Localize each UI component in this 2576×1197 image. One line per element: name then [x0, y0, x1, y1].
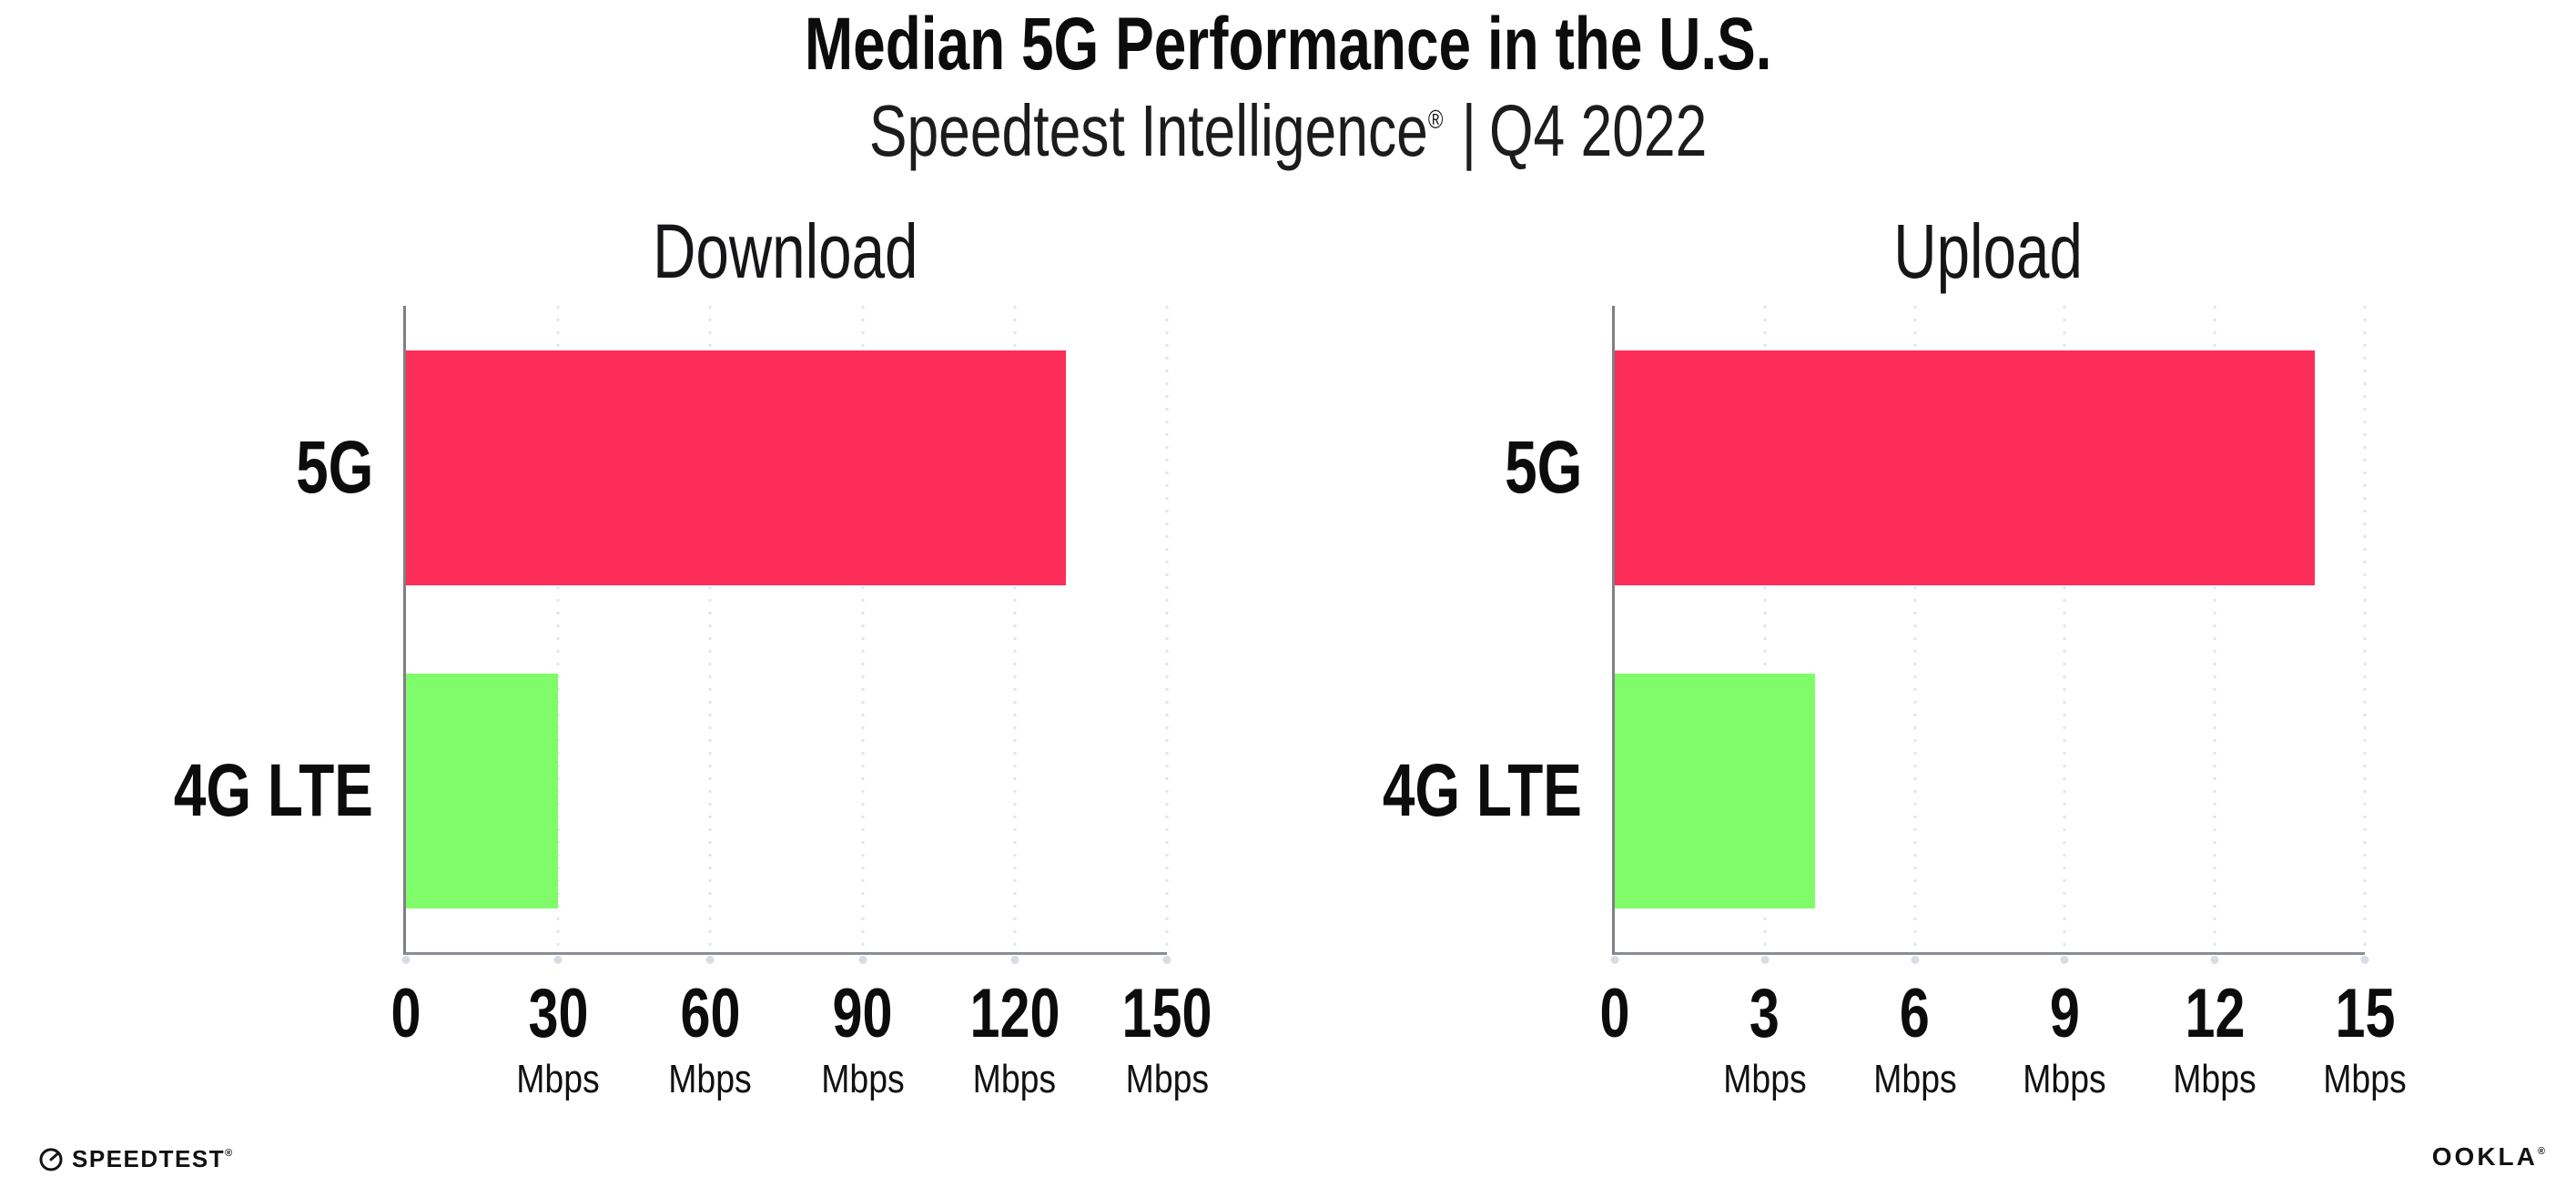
x-tick-number: 90 [832, 975, 893, 1052]
x-tick-label: 60 Mbps [662, 979, 760, 1100]
page-title-text: Median 5G Performance in the U.S. [804, 3, 1772, 86]
registered-mark: ® [1427, 105, 1444, 135]
ookla-logo: OOKLA® [2432, 1144, 2545, 1170]
x-tick-unit: Mbps [973, 1057, 1057, 1101]
subtitle-divider: | [1461, 90, 1476, 171]
x-tick-label: 6 Mbps [1866, 979, 1964, 1100]
x-tick-number: 3 [1749, 975, 1780, 1052]
x-tick-unit: Mbps [1723, 1057, 1807, 1101]
x-tick-unit: Mbps [2023, 1057, 2107, 1101]
axis-tick-dot [2060, 956, 2069, 964]
speedtest-registered-mark: ® [225, 1148, 233, 1159]
download-chart: Download 0 30 Mbps 60 Mbps 90 Mbps 120 Mbps 150 Mb… [174, 213, 1212, 1100]
bar-upload-5g [1615, 350, 2316, 585]
x-tick-unit: Mbps [1872, 1057, 1957, 1101]
x-tick-unit: Mbps [2173, 1057, 2257, 1101]
speedtest-gauge-icon [39, 1148, 63, 1172]
axis-tick-dot [1010, 956, 1019, 964]
ookla-wordmark-text: OOKLA [2431, 1142, 2538, 1171]
category-label-5g: 5G [1504, 425, 1582, 509]
x-tick-number: 120 [969, 975, 1060, 1052]
speedtest-logo: SPEEDTEST® [38, 1146, 232, 1172]
ookla-registered-mark: ® [2537, 1146, 2545, 1157]
x-tick-number: 6 [1900, 975, 1931, 1052]
axis-tick-dot [858, 956, 867, 964]
axis-tick-dot [1760, 956, 1770, 964]
x-tick-number: 0 [1599, 975, 1630, 1052]
bar-download-5g [406, 350, 1066, 585]
gridline-9 [2063, 306, 2066, 952]
subtitle-period: Q4 2022 [1488, 90, 1708, 171]
x-tick-unit: Mbps [516, 1057, 600, 1101]
axis-tick-dot [2360, 956, 2369, 964]
x-tick-number: 15 [2335, 975, 2395, 1052]
x-tick-number: 0 [390, 975, 421, 1052]
bar-upload-4g-lte [1615, 673, 1815, 908]
chart-title-upload: Upload [1893, 208, 2084, 294]
page-title: Median 5G Performance in the U.S. [0, 5, 2576, 84]
category-label-4g-lte: 4G LTE [1382, 748, 1582, 832]
x-tick-unit: Mbps [1125, 1057, 1209, 1101]
x-tick-label: 0 [387, 979, 425, 1049]
x-tick-label: 9 Mbps [2016, 979, 2115, 1100]
axis-tick-dot [1610, 956, 1619, 964]
x-tick-label: 3 Mbps [1716, 979, 1814, 1100]
x-tick-label: 120 Mbps [957, 979, 1072, 1100]
x-tick-number: 60 [680, 975, 741, 1052]
gridline-3 [1763, 306, 1767, 952]
speedtest-wordmark-text: SPEEDTEST [72, 1145, 226, 1172]
x-tick-label: 12 Mbps [2165, 979, 2264, 1100]
gridline-30 [556, 306, 560, 952]
x-tick-label: 0 [1596, 979, 1634, 1049]
x-tick-unit: Mbps [668, 1057, 753, 1101]
axis-tick-dot [401, 956, 411, 964]
gridline-120 [1013, 306, 1017, 952]
speedtest-wordmark: SPEEDTEST® [72, 1147, 232, 1171]
category-label-4g-lte: 4G LTE [173, 748, 373, 832]
gridline-6 [1913, 306, 1917, 952]
bar-download-4g-lte [406, 673, 559, 908]
x-tick-number: 30 [528, 975, 589, 1052]
axis-tick-dot [705, 956, 715, 964]
x-tick-label: 30 Mbps [509, 979, 607, 1100]
x-tick-label: 150 Mbps [1110, 979, 1225, 1100]
x-tick-number: 12 [2185, 975, 2246, 1052]
axis-tick-dot [1162, 956, 1171, 964]
x-tick-label: 90 Mbps [814, 979, 912, 1100]
page-subtitle-text: Speedtest Intelligence® | Q4 2022 [869, 93, 1708, 169]
subtitle-brand: Speedtest Intelligence [868, 90, 1428, 171]
upload-chart: Upload 0 3 Mbps 6 Mbps 9 Mbps 12 Mbps 15 Mbps 5G 4G … [1383, 213, 2407, 1100]
x-tick-unit: Mbps [820, 1057, 905, 1101]
x-tick-label: 15 Mbps [2316, 979, 2414, 1100]
gridline-60 [708, 306, 712, 952]
chart-title-download: Download [652, 208, 918, 294]
x-tick-number: 9 [2049, 975, 2080, 1052]
axis-tick-dot [553, 956, 563, 964]
x-tick-unit: Mbps [2323, 1057, 2407, 1101]
x-tick-number: 150 [1121, 975, 1212, 1052]
download-plot-area: 0 30 Mbps 60 Mbps 90 Mbps 120 Mbps 150 Mbps 5G 4G LT… [174, 306, 1212, 1100]
gridline-90 [861, 306, 865, 952]
axis-tick-dot [2210, 956, 2219, 964]
page-subtitle: Speedtest Intelligence® | Q4 2022 [0, 93, 2576, 169]
gridline-15 [2363, 306, 2367, 952]
upload-plot-area: 0 3 Mbps 6 Mbps 9 Mbps 12 Mbps 15 Mbps 5G 4G LTE [1383, 306, 2407, 1100]
category-label-5g: 5G [295, 425, 373, 509]
axis-tick-dot [1911, 956, 1920, 964]
gridline-12 [2213, 306, 2216, 952]
gridline-150 [1165, 306, 1169, 952]
